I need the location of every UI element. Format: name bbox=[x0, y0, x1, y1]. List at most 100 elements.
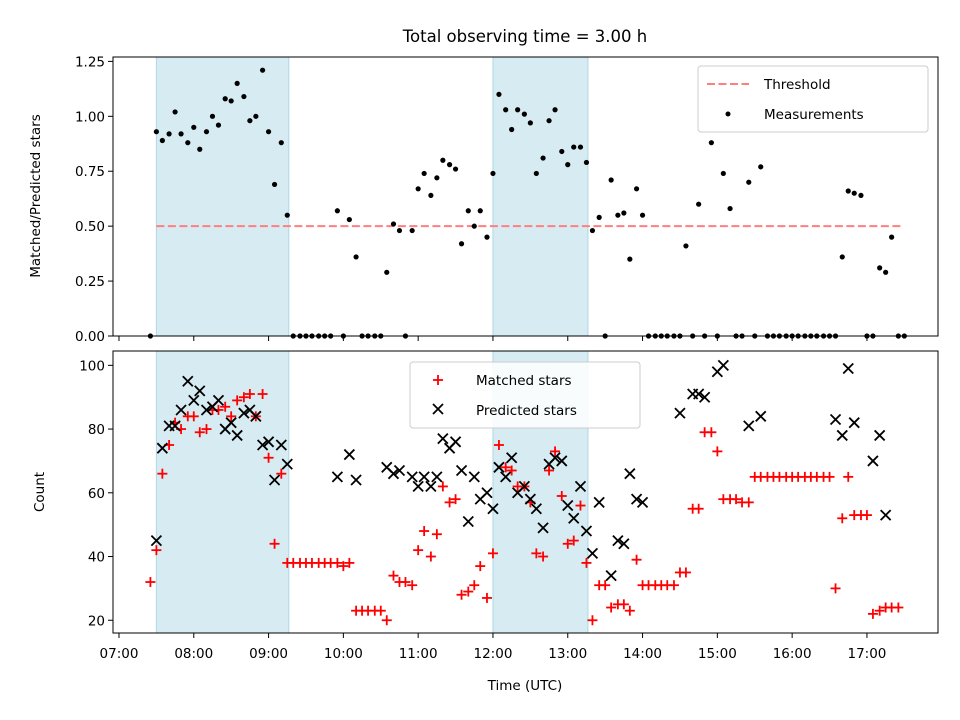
matched-star-point bbox=[493, 440, 504, 450]
measurement-point bbox=[465, 208, 471, 214]
bottom-legend-box bbox=[409, 361, 641, 429]
matched-star-point bbox=[244, 389, 255, 400]
measurement-point bbox=[509, 126, 515, 133]
measurement-point bbox=[278, 140, 284, 146]
matched-star-point bbox=[618, 599, 629, 610]
matched-star-point bbox=[587, 615, 598, 626]
bottom-y-axis-label: Count bbox=[32, 472, 48, 512]
matched-stars-points bbox=[145, 389, 904, 626]
predicted-star-point bbox=[524, 493, 536, 505]
measurement-point bbox=[490, 170, 496, 177]
predicted-star-point bbox=[699, 391, 711, 403]
predicted-star-point bbox=[580, 525, 593, 537]
measurement-point bbox=[197, 146, 203, 152]
legend-predicted-swatch bbox=[432, 403, 444, 415]
matched-star-point bbox=[232, 395, 243, 406]
measurement-point bbox=[284, 212, 290, 218]
matched-star-point bbox=[456, 589, 467, 600]
matched-star-point bbox=[469, 580, 480, 591]
measurement-point bbox=[527, 120, 533, 126]
predicted-star-point bbox=[842, 362, 854, 375]
measurement-point bbox=[471, 223, 477, 229]
predicted-star-point bbox=[350, 474, 362, 486]
bottom-x-ticks: 07:00 08:00 09:00 10:00 11:00 12:00 13:00 14:00… bbox=[100, 633, 886, 662]
bottom-y-tick-label: 60 bbox=[88, 486, 105, 502]
measurement-point bbox=[521, 111, 527, 117]
matched-star-point bbox=[425, 551, 436, 562]
measurement-point bbox=[503, 107, 509, 113]
predicted-star-point bbox=[281, 458, 293, 470]
predicted-star-point bbox=[169, 420, 181, 432]
bottom-y-tick-label: 100 bbox=[79, 358, 105, 374]
measurement-point bbox=[633, 186, 640, 192]
measurement-point bbox=[583, 159, 590, 166]
legend-matched-swatch bbox=[433, 375, 443, 385]
matched-star-point bbox=[400, 577, 411, 588]
measurement-point bbox=[159, 137, 165, 144]
predicted-star-point bbox=[449, 436, 462, 448]
x-tick-label: 16:00 bbox=[773, 646, 812, 662]
measurement-point bbox=[720, 170, 726, 177]
matched-star-point bbox=[531, 548, 542, 559]
measurement-point bbox=[851, 190, 857, 196]
top-shaded-interval bbox=[155, 56, 290, 337]
measurement-point bbox=[241, 93, 247, 100]
predicted-star-point bbox=[568, 512, 580, 524]
predicted-star-point bbox=[537, 522, 549, 534]
matched-star-point bbox=[450, 494, 461, 505]
predicted-star-point bbox=[593, 496, 605, 508]
measurement-point bbox=[858, 192, 864, 199]
top-shaded-interval bbox=[492, 56, 589, 337]
measurement-point bbox=[234, 80, 240, 86]
matched-star-point bbox=[338, 561, 349, 572]
measurement-point bbox=[228, 98, 234, 104]
predicted-star-point bbox=[393, 464, 406, 477]
predicted-star-point bbox=[468, 471, 480, 483]
predicted-star-point bbox=[188, 394, 200, 407]
matched-star-point bbox=[220, 401, 231, 412]
predicted-star-point bbox=[562, 499, 574, 512]
measurement-point bbox=[639, 212, 646, 218]
measurement-point bbox=[484, 234, 490, 240]
bottom-y-tick-label: 20 bbox=[88, 613, 105, 629]
measurement-point bbox=[577, 144, 584, 150]
predicted-star-point bbox=[481, 487, 493, 499]
predicted-star-point bbox=[586, 547, 599, 559]
top-y-tick-label: 0.50 bbox=[75, 219, 105, 235]
bottom-axes-frame bbox=[112, 350, 939, 634]
matched-star-point bbox=[375, 605, 386, 616]
measurement-point bbox=[559, 148, 565, 155]
top-axes-frame bbox=[112, 56, 939, 337]
top-panel: 0.00 0.25 0.50 0.75 1.00 1.25 Matched/Predict… bbox=[28, 54, 939, 345]
x-tick-label: 08:00 bbox=[174, 646, 213, 662]
predicted-star-point bbox=[530, 503, 542, 515]
measurement-point bbox=[178, 131, 184, 137]
measurement-point bbox=[708, 140, 714, 146]
measurement-point bbox=[440, 157, 446, 163]
matched-star-point bbox=[693, 503, 704, 514]
matched-star-point bbox=[226, 411, 237, 422]
measurement-point bbox=[627, 256, 633, 262]
matched-star-point bbox=[388, 570, 399, 581]
measurement-point bbox=[191, 124, 197, 130]
measurements-points bbox=[147, 67, 907, 339]
predicted-star-point bbox=[630, 493, 643, 505]
measurement-point bbox=[452, 166, 459, 172]
matched-star-point bbox=[188, 411, 199, 422]
predicted-stars-points bbox=[150, 359, 892, 582]
x-tick-label: 15:00 bbox=[698, 646, 737, 662]
measurement-point bbox=[265, 129, 272, 135]
matched-star-point bbox=[194, 427, 205, 438]
predicted-star-point bbox=[518, 480, 531, 493]
legend-predicted-label: Predicted stars bbox=[476, 403, 577, 419]
predicted-star-point bbox=[256, 439, 269, 451]
matched-star-point bbox=[706, 427, 717, 438]
predicted-star-point bbox=[574, 480, 587, 493]
measurement-point bbox=[746, 179, 752, 185]
matched-star-point bbox=[668, 580, 679, 591]
matched-star-point bbox=[680, 567, 691, 578]
x-tick-label: 14:00 bbox=[623, 646, 662, 662]
matched-star-point bbox=[437, 481, 448, 492]
measurement-point bbox=[683, 243, 689, 249]
predicted-star-point bbox=[268, 474, 281, 486]
